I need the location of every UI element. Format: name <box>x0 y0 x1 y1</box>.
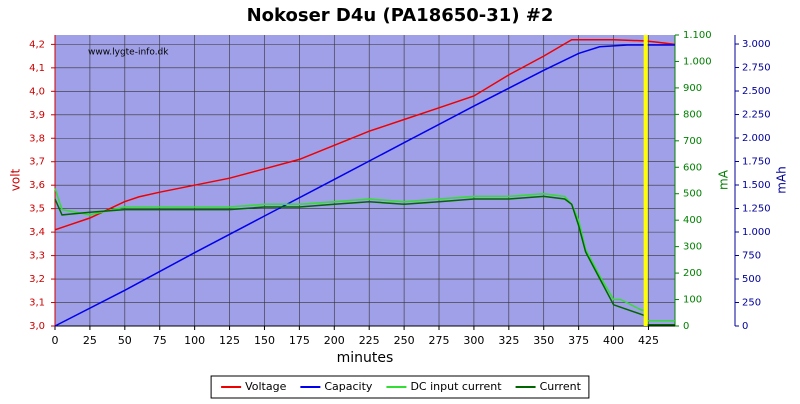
x-tick-label: 275 <box>429 334 450 347</box>
legend-label: Capacity <box>324 380 373 393</box>
y-tick-label: 4,0 <box>29 86 45 97</box>
y-tick-label: 2.750 <box>742 63 771 74</box>
y-tick-label: 200 <box>683 268 702 279</box>
y-tick-label: 500 <box>742 274 761 285</box>
y-tick-label: 3.000 <box>742 39 771 50</box>
y2-axis-label: mA <box>717 169 731 190</box>
y-tick-label: 0 <box>742 321 748 332</box>
legend-label: DC input current <box>410 380 502 393</box>
x-tick-label: 375 <box>568 334 589 347</box>
y-tick-label: 4,1 <box>29 63 45 74</box>
y-tick-label: 2.000 <box>742 133 771 144</box>
y-tick-label: 300 <box>683 242 702 253</box>
y-tick-label: 3,2 <box>29 274 45 285</box>
watermark: www.lygte-info.dk <box>88 48 169 58</box>
y-tick-label: 400 <box>683 215 702 226</box>
y-tick-label: 3,9 <box>29 110 45 121</box>
x-tick-label: 25 <box>83 334 97 347</box>
y-tick-label: 3,6 <box>29 180 45 191</box>
y-tick-label: 1.000 <box>683 56 712 67</box>
y-tick-label: 800 <box>683 109 702 120</box>
y-tick-label: 1.000 <box>742 227 771 238</box>
plot-area <box>55 35 675 326</box>
series-line <box>54 38 676 231</box>
x-tick-label: 50 <box>118 334 132 347</box>
x-tick-label: 75 <box>153 334 167 347</box>
x-tick-label: 325 <box>498 334 519 347</box>
y-tick-label: 3,7 <box>29 157 45 168</box>
y-tick-label: 4,2 <box>29 39 45 50</box>
x-tick-label: 125 <box>219 334 240 347</box>
y-tick-label: 1.100 <box>683 30 712 41</box>
y-tick-label: 3,0 <box>29 321 45 332</box>
y-tick-label: 3,5 <box>29 204 45 215</box>
chart-title: Nokoser D4u (PA18650-31) #2 <box>247 5 554 26</box>
legend-label: Current <box>540 380 582 393</box>
x-tick-label: 300 <box>463 334 484 347</box>
y-tick-label: 750 <box>742 251 761 262</box>
y-tick-label: 500 <box>683 189 702 200</box>
x-tick-label: 150 <box>254 334 275 347</box>
series-line <box>54 195 675 326</box>
y-tick-label: 3,3 <box>29 251 45 262</box>
x-tick-label: 425 <box>638 334 659 347</box>
y-tick-label: 2.250 <box>742 110 771 121</box>
y-axis-label: volt <box>9 168 23 191</box>
legend-label: Voltage <box>245 380 286 393</box>
x-tick-label: 175 <box>289 334 310 347</box>
x-tick-label: 225 <box>359 334 380 347</box>
y-tick-label: 3,4 <box>29 227 45 238</box>
y-tick-label: 900 <box>683 83 702 94</box>
y-tick-label: 2.500 <box>742 86 771 97</box>
x-tick-label: 200 <box>324 334 345 347</box>
y-tick-label: 1.500 <box>742 180 771 191</box>
series-line <box>54 44 675 327</box>
y-tick-label: 3,8 <box>29 133 45 144</box>
y-tick-label: 700 <box>683 136 702 147</box>
y-tick-label: 100 <box>683 295 702 306</box>
y-tick-label: 600 <box>683 162 702 173</box>
y-tick-label: 250 <box>742 298 761 309</box>
y-tick-label: 3,1 <box>29 298 45 309</box>
y-tick-label: 1.750 <box>742 157 771 168</box>
x-tick-label: 100 <box>184 334 205 347</box>
y-tick-label: 0 <box>683 321 689 332</box>
x-axis-label: minutes <box>337 350 394 366</box>
x-tick-label: 350 <box>533 334 554 347</box>
y-tick-label: 1.250 <box>742 204 771 215</box>
x-tick-label: 400 <box>603 334 624 347</box>
x-tick-label: 0 <box>52 334 59 347</box>
series-line <box>54 188 675 322</box>
x-tick-label: 250 <box>394 334 415 347</box>
y3-axis-label: mAh <box>775 166 789 194</box>
